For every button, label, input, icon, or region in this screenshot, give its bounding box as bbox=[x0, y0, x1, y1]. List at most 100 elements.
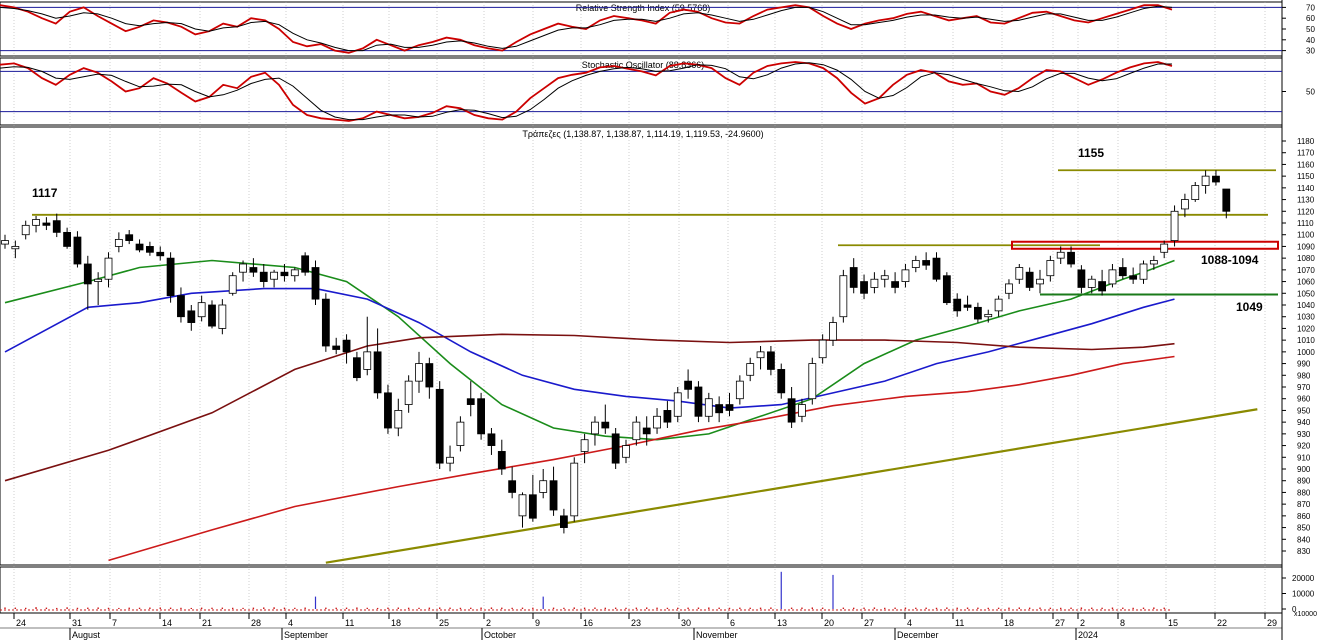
date-tick-label: 15 bbox=[1168, 618, 1178, 628]
candle-down bbox=[52, 220, 61, 233]
candle-down bbox=[849, 267, 858, 288]
level-label-1117: 1117 bbox=[32, 186, 58, 200]
date-tick-label: 25 bbox=[439, 618, 449, 628]
candle-up bbox=[1201, 175, 1210, 186]
candle-down bbox=[601, 421, 610, 429]
candle-up bbox=[746, 363, 755, 376]
candle-down bbox=[166, 257, 175, 297]
candle-down bbox=[508, 480, 517, 493]
price-ytick-label: 1060 bbox=[1297, 278, 1315, 287]
moving-average-long-line bbox=[4, 333, 1175, 482]
date-tick-label: 2 bbox=[486, 618, 491, 628]
candle-up bbox=[446, 456, 454, 464]
candle-down bbox=[642, 427, 651, 435]
date-tick-label: 16 bbox=[583, 618, 593, 628]
date-tick-label: 21 bbox=[202, 618, 212, 628]
date-tick-label: 20 bbox=[824, 618, 834, 628]
price-ytick-label: 990 bbox=[1297, 360, 1311, 369]
month-label: November bbox=[696, 630, 738, 640]
date-tick-label: 31 bbox=[72, 618, 82, 628]
candle-down bbox=[787, 398, 796, 423]
price-ytick-label: 1080 bbox=[1297, 254, 1315, 263]
candle-down bbox=[301, 255, 310, 273]
candle-up bbox=[673, 392, 682, 417]
price-ytick-label: 930 bbox=[1297, 430, 1311, 439]
candle-down bbox=[332, 345, 341, 350]
candle-up bbox=[104, 257, 113, 280]
candle-up bbox=[1170, 210, 1179, 241]
candle-up bbox=[1149, 260, 1158, 265]
date-tick-label: 18 bbox=[1004, 618, 1014, 628]
price-ytick-label: 840 bbox=[1297, 535, 1311, 544]
candle-down bbox=[187, 310, 196, 323]
price-ytick-label: 870 bbox=[1297, 500, 1311, 509]
candle-up bbox=[818, 339, 827, 359]
candle-up bbox=[591, 421, 599, 435]
price-ytick-label: 850 bbox=[1297, 524, 1311, 533]
candle-up bbox=[290, 269, 299, 277]
candle-down bbox=[373, 351, 382, 394]
candle-down bbox=[767, 351, 775, 370]
month-label: September bbox=[284, 630, 328, 640]
price-ytick-label: 960 bbox=[1297, 395, 1311, 404]
candle-down bbox=[487, 433, 496, 446]
candle-up bbox=[704, 398, 713, 417]
candle-up bbox=[880, 275, 889, 280]
candle-up bbox=[394, 410, 403, 429]
candle-up bbox=[632, 421, 641, 441]
candle-up bbox=[518, 494, 527, 517]
candle-down bbox=[891, 281, 899, 288]
candle-down bbox=[83, 263, 92, 285]
candle-down bbox=[125, 234, 134, 241]
date-tick-label: 11 bbox=[345, 618, 354, 628]
rsi-ytick-label: 70 bbox=[1306, 3, 1315, 12]
price-ytick-label: 900 bbox=[1297, 465, 1311, 474]
price-ytick-label: 860 bbox=[1297, 512, 1311, 521]
candle-down bbox=[777, 369, 786, 394]
date-tick-label: 27 bbox=[1055, 618, 1065, 628]
date-tick-label: 22 bbox=[1217, 618, 1227, 628]
candle-up bbox=[1056, 251, 1065, 259]
candle-down bbox=[694, 386, 703, 417]
candle-up bbox=[1046, 260, 1055, 277]
candle-down bbox=[259, 271, 268, 282]
date-tick-label: 2 bbox=[1080, 618, 1085, 628]
stochastic-ytick-label: 50 bbox=[1306, 88, 1315, 97]
candle-up bbox=[1005, 283, 1013, 294]
stochastic-title: Stochastic Oscillator (88.8366) bbox=[582, 60, 705, 70]
candle-up bbox=[870, 278, 879, 288]
candle-down bbox=[352, 357, 361, 379]
price-ytick-label: 940 bbox=[1297, 418, 1311, 427]
candle-up bbox=[1015, 267, 1024, 280]
price-title: Τράπεζες (1,138.87, 1,138.87, 1,114.19, … bbox=[522, 129, 763, 139]
candle-down bbox=[249, 267, 258, 273]
candle-down bbox=[963, 304, 972, 308]
candle-up bbox=[363, 351, 372, 370]
candle-up bbox=[11, 246, 20, 250]
candle-up bbox=[1191, 185, 1200, 200]
price-ytick-label: 890 bbox=[1297, 477, 1311, 486]
price-ytick-label: 950 bbox=[1297, 406, 1311, 415]
date-tick-label: 13 bbox=[777, 618, 787, 628]
date-tick-label: 4 bbox=[907, 618, 912, 628]
month-label: October bbox=[484, 630, 516, 640]
candle-down bbox=[280, 271, 289, 277]
price-ytick-label: 1130 bbox=[1297, 196, 1315, 205]
price-ytick-label: 1180 bbox=[1297, 137, 1315, 146]
candle-down bbox=[549, 480, 558, 511]
candle-up bbox=[1087, 278, 1096, 288]
candle-up bbox=[756, 351, 765, 359]
date-tick-label: 14 bbox=[162, 618, 172, 628]
candle-up bbox=[1036, 278, 1044, 285]
candle-down bbox=[922, 260, 931, 266]
price-ytick-label: 920 bbox=[1297, 442, 1311, 451]
candle-down bbox=[1129, 275, 1138, 280]
candle-down bbox=[63, 231, 71, 247]
candle-up bbox=[829, 322, 837, 341]
candle-up bbox=[911, 260, 920, 268]
candle-down bbox=[135, 243, 144, 251]
price-ytick-label: 1040 bbox=[1297, 301, 1315, 310]
price-ytick-label: 1120 bbox=[1297, 207, 1315, 216]
price-ytick-label: 1140 bbox=[1297, 184, 1315, 193]
price-ytick-label: 1100 bbox=[1297, 231, 1315, 240]
